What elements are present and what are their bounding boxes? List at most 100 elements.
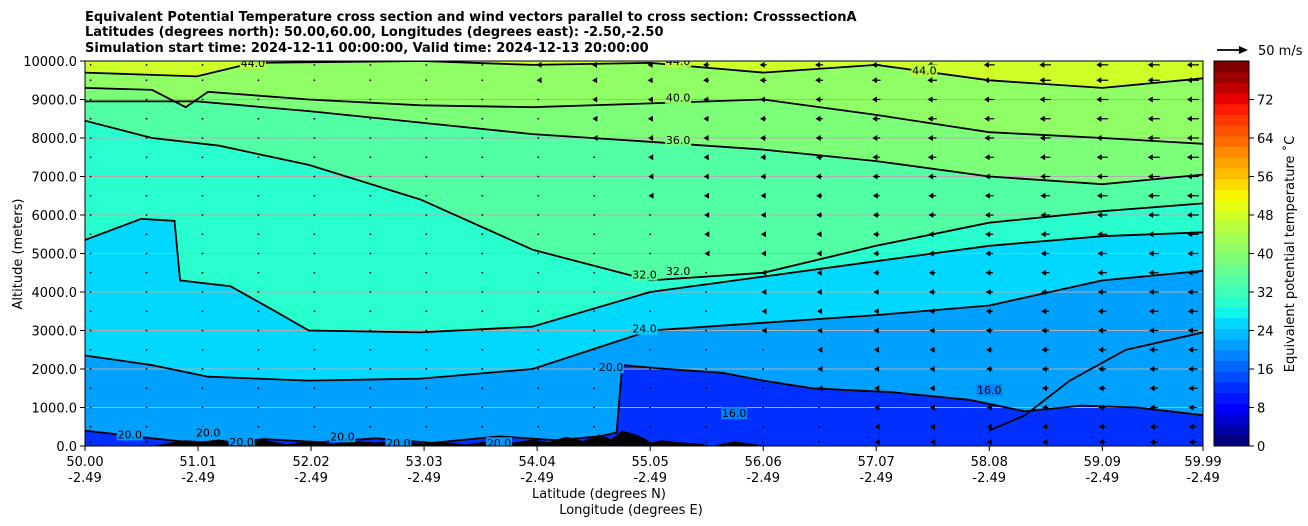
- wind-vector-dot: [593, 291, 596, 293]
- contour-label-bg: [116, 428, 143, 441]
- wind-vector-head: [759, 61, 765, 68]
- wind-vector-head: [986, 404, 992, 411]
- wind-vector-dot: [313, 425, 316, 428]
- wind-vector-dot: [313, 63, 316, 66]
- wind-vector-head: [704, 192, 710, 199]
- wind-vector-dot: [425, 214, 428, 216]
- wind-vector-head: [874, 439, 880, 446]
- wind-vector-head: [1186, 61, 1192, 68]
- wind-vector-dot: [705, 441, 708, 444]
- wind-vector-dot: [481, 406, 484, 409]
- colorbar-segment: [1214, 253, 1249, 265]
- x-tick-label-longitude: -2.49: [520, 471, 554, 486]
- wind-vector-head: [1186, 77, 1192, 84]
- wind-vector-head: [815, 135, 821, 141]
- contour-label: 32.0: [666, 265, 691, 278]
- contour-label: 44.0: [241, 57, 266, 70]
- wind-vector-head: [872, 154, 878, 161]
- wind-vector-dot: [145, 271, 148, 274]
- wind-vector-head: [1147, 115, 1153, 122]
- wind-vector-head: [872, 115, 878, 122]
- wind-vector-dot: [425, 425, 428, 428]
- wind-vector-dot: [481, 441, 484, 444]
- contour-label: 16.0: [977, 384, 1002, 397]
- title-line-3: Simulation start time: 2024-12-11 00:00:…: [85, 41, 649, 56]
- wind-vector-head: [1098, 439, 1104, 446]
- wind-vector-head: [1042, 404, 1048, 411]
- wind-vector-dot: [369, 194, 372, 197]
- colorbar-segment: [1214, 178, 1249, 190]
- wind-vector-dot: [145, 156, 148, 159]
- wind-vector-dot: [89, 117, 92, 120]
- wind-vector-head: [591, 61, 597, 68]
- wind-vector-head: [1186, 154, 1192, 161]
- wind-vector-dot: [705, 348, 708, 351]
- wind-vector-head: [759, 96, 765, 103]
- wind-vector-head: [872, 173, 878, 180]
- wind-vector-dot: [649, 425, 652, 428]
- y-tick-label: 1000.0: [32, 402, 78, 417]
- x-tick-label-latitude: 50.00: [66, 455, 103, 470]
- wind-vector-dot: [425, 348, 428, 351]
- wind-vector-dot: [201, 214, 204, 216]
- wind-vector-head: [1098, 327, 1104, 334]
- colorbar-segment: [1214, 339, 1249, 351]
- contour-line-28: [85, 217, 1203, 334]
- wind-vector-dot: [313, 156, 316, 159]
- colorbar-tick-label: 32: [1257, 286, 1274, 301]
- wind-vector-head: [929, 289, 935, 295]
- colorbar-segment: [1214, 221, 1249, 233]
- wind-vector-head: [1039, 96, 1045, 103]
- wind-vector-head: [1188, 423, 1194, 430]
- wind-vector-dot: [89, 98, 92, 101]
- contour-label: 36.0: [666, 134, 691, 147]
- x-tick-label-longitude: -2.49: [407, 471, 441, 486]
- wind-vector-head: [817, 327, 823, 334]
- wind-vector-head: [873, 289, 879, 295]
- wind-vector-dot: [89, 329, 92, 332]
- wind-vector-dot: [705, 425, 708, 428]
- wind-vector-head: [927, 135, 933, 141]
- colorbar-tick-label: 40: [1257, 248, 1274, 263]
- wind-vector-head: [817, 385, 823, 392]
- wind-vector-dot: [201, 156, 204, 159]
- wind-vector-dot: [313, 98, 316, 101]
- x-axis-label-latitude: Latitude (degrees N): [532, 487, 666, 502]
- wind-vector-head: [985, 250, 991, 257]
- wind-vector-head: [929, 327, 935, 334]
- wind-vector-head: [873, 250, 879, 257]
- wind-vector-head: [984, 96, 990, 103]
- wind-vector-dot: [257, 271, 260, 274]
- wind-vector-dot: [593, 233, 596, 236]
- wind-vector-dot: [257, 214, 260, 216]
- wind-vector-dot: [369, 233, 372, 236]
- wind-vector-dot: [537, 117, 540, 120]
- wind-vector-dot: [762, 348, 765, 351]
- wind-vector-dot: [369, 387, 372, 390]
- wind-vector-head: [1096, 192, 1102, 199]
- wind-vector-head: [1097, 269, 1103, 276]
- wind-vector-dot: [369, 98, 372, 101]
- wind-vector-head: [1041, 346, 1047, 353]
- wind-vector-head: [927, 154, 933, 161]
- wind-vector-dot: [818, 406, 821, 409]
- wind-vector-dot: [201, 348, 204, 351]
- wind-vector-dot: [257, 194, 260, 197]
- wind-vector-dot: [201, 387, 204, 390]
- title-line-1: Equivalent Potential Temperature cross s…: [85, 10, 857, 25]
- wind-vector-dot: [425, 117, 428, 120]
- wind-vector-head: [648, 192, 654, 199]
- wind-vector-dot: [537, 233, 540, 236]
- wind-vector-head: [1149, 423, 1155, 430]
- wind-vector-head: [1040, 212, 1046, 218]
- wind-vector-head: [647, 77, 653, 84]
- wind-vector-head: [1149, 366, 1155, 372]
- wind-vector-head: [1147, 173, 1153, 180]
- contour-label-bg: [385, 436, 412, 446]
- contour-label: 20.0: [599, 361, 624, 374]
- wind-vector-dot: [537, 348, 540, 351]
- wind-vector-dot: [705, 368, 708, 370]
- wind-vector-head: [703, 154, 709, 161]
- wind-vector-dot: [201, 233, 204, 236]
- wind-vector-dot: [313, 175, 316, 178]
